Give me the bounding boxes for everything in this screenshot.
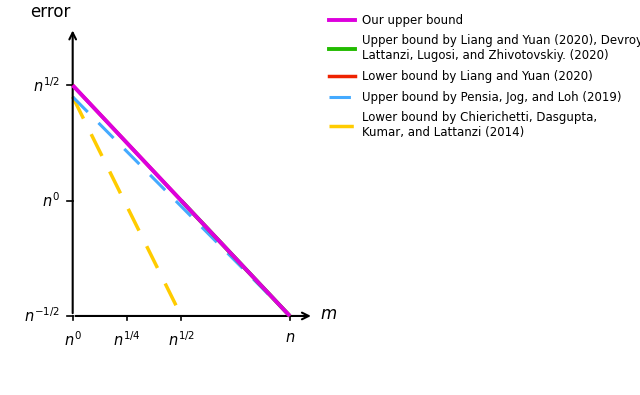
Text: $n$: $n$ [285,330,295,345]
Text: $n^{-1/2}$: $n^{-1/2}$ [24,307,60,325]
Text: $n^0$: $n^0$ [64,330,81,348]
Text: $n^{1/4}$: $n^{1/4}$ [113,330,141,348]
Legend: Our upper bound, Upper bound by Liang and Yuan (2020), Devroye,
Lattanzi, Lugosi: Our upper bound, Upper bound by Liang an… [329,14,640,139]
Text: $n^{1/2}$: $n^{1/2}$ [33,76,60,95]
Text: error: error [30,3,70,21]
Text: $m$: $m$ [320,305,337,323]
Text: $n^0$: $n^0$ [42,191,60,210]
Text: $n^{1/2}$: $n^{1/2}$ [168,330,195,348]
